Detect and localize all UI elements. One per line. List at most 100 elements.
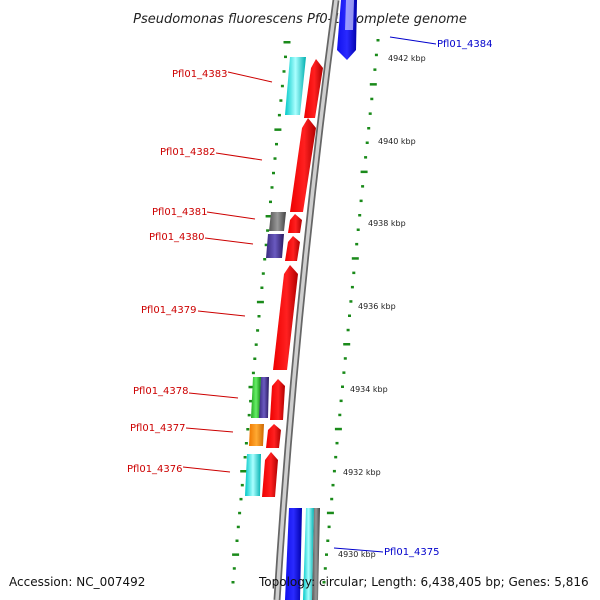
- orange-gene[interactable]: [249, 424, 264, 446]
- gene-arrow[interactable]: [285, 508, 302, 600]
- scale-minor-tick: [322, 581, 326, 584]
- gene-arrow[interactable]: [273, 265, 298, 370]
- scale-minor-tick: [359, 199, 363, 203]
- gene-pfl01-4381[interactable]: [269, 212, 302, 233]
- accession-text: Accession: NC_007492: [9, 575, 145, 589]
- scale-minor-tick: [254, 343, 258, 346]
- scale-minor-tick: [238, 511, 242, 515]
- gene-pfl01-4379[interactable]: [273, 265, 298, 370]
- scale-minor-tick: [272, 171, 275, 175]
- inner-scale-dots: [322, 39, 380, 584]
- scale-major-tick: [265, 215, 273, 218]
- tick-label-4938: 4938 kbp: [368, 219, 406, 228]
- gene-label-4378[interactable]: Pfl01_4378: [133, 386, 189, 397]
- scale-major-tick: [232, 553, 240, 556]
- gene-label-4382[interactable]: Pfl01_4382: [160, 147, 216, 158]
- scale-minor-tick: [327, 525, 331, 529]
- scale-minor-tick: [350, 285, 354, 289]
- scale-minor-tick: [367, 127, 371, 130]
- gene-arrow[interactable]: [290, 118, 316, 212]
- scale-minor-tick: [365, 141, 369, 144]
- gene-pfl01-4377[interactable]: [249, 424, 281, 448]
- label-leader-4379: [197, 310, 246, 317]
- scale-minor-tick: [253, 357, 257, 360]
- gene-pfl01-4384[interactable]: [337, 0, 357, 60]
- gene-arrow[interactable]: [262, 452, 278, 497]
- scale-major-tick: [334, 427, 342, 431]
- scale-minor-tick: [257, 315, 261, 318]
- gray-gene[interactable]: [312, 508, 320, 600]
- scale-minor-tick: [373, 68, 377, 71]
- scale-minor-tick: [326, 539, 330, 542]
- scale-minor-tick: [275, 142, 278, 146]
- green-gene[interactable]: [251, 377, 261, 418]
- purple-gene[interactable]: [266, 234, 284, 258]
- scale-minor-tick: [374, 53, 378, 57]
- gene-label-4375[interactable]: Pfl01_4375: [384, 547, 440, 558]
- scale-minor-tick: [339, 399, 343, 403]
- gene-label-4384[interactable]: Pfl01_4384: [437, 39, 493, 50]
- gene-pfl01-4378[interactable]: [251, 377, 285, 420]
- gene-arrow[interactable]: [266, 424, 281, 448]
- gene-pfl01-4383[interactable]: [285, 57, 323, 118]
- scale-minor-tick: [323, 567, 327, 570]
- gene-pfl01-4376[interactable]: [245, 452, 278, 497]
- scale-minor-tick: [256, 329, 260, 332]
- scale-minor-tick: [266, 229, 270, 232]
- scale-minor-tick: [244, 442, 248, 445]
- cyan-gene[interactable]: [285, 57, 306, 115]
- scale-minor-tick: [273, 157, 277, 160]
- cyan-gene[interactable]: [303, 508, 314, 600]
- scale-minor-tick: [260, 286, 264, 289]
- purple-gene[interactable]: [259, 377, 269, 418]
- scale-minor-tick: [348, 314, 351, 317]
- gene-arrow[interactable]: [288, 214, 302, 233]
- tick-label-4930: 4930 kbp: [338, 550, 376, 559]
- scale-minor-tick: [279, 99, 283, 102]
- gene-pfl01-4380[interactable]: [266, 234, 300, 261]
- label-leader-4381: [206, 211, 256, 220]
- scale-minor-tick: [368, 112, 372, 115]
- label-leader-4383: [227, 71, 273, 83]
- scale-major-tick: [343, 343, 351, 346]
- scale-minor-tick: [236, 525, 240, 529]
- tick-label-4936: 4936 kbp: [358, 302, 396, 311]
- genome-backbone: [275, 0, 338, 600]
- gene-label-4383[interactable]: Pfl01_4383: [172, 69, 228, 80]
- scale-major-tick: [248, 385, 256, 389]
- scale-major-tick: [326, 511, 334, 515]
- gene-pfl01-4382[interactable]: [290, 118, 316, 212]
- scale-major-tick: [360, 170, 368, 174]
- scale-minor-tick: [269, 200, 272, 204]
- gene-label-4376[interactable]: Pfl01_4376: [127, 464, 183, 475]
- scale-minor-tick: [325, 553, 328, 556]
- scale-minor-tick: [263, 258, 267, 261]
- gray-gene[interactable]: [269, 212, 286, 231]
- scale-minor-tick: [239, 497, 243, 501]
- scale-major-tick: [274, 128, 282, 131]
- gene-label-4377[interactable]: Pfl01_4377: [130, 423, 186, 434]
- scale-minor-tick: [355, 242, 359, 246]
- scale-minor-tick: [364, 156, 368, 159]
- tick-label-4942: 4942 kbp: [388, 54, 426, 63]
- scale-minor-tick: [332, 469, 336, 473]
- scale-major-tick: [351, 257, 359, 260]
- gene-arrow[interactable]: [304, 59, 323, 118]
- scale-minor-tick: [370, 97, 374, 101]
- gene-highlight: [345, 0, 354, 30]
- cyan-gene[interactable]: [245, 454, 261, 496]
- gene-arrow[interactable]: [285, 236, 300, 261]
- gene-arrow[interactable]: [270, 379, 285, 420]
- tick-label-4940: 4940 kbp: [378, 137, 416, 146]
- scale-major-tick: [256, 300, 264, 304]
- scale-minor-tick: [349, 300, 353, 303]
- scale-minor-tick: [251, 371, 255, 375]
- tick-label-4932: 4932 kbp: [343, 468, 381, 477]
- gene-label-4379[interactable]: Pfl01_4379: [141, 305, 197, 316]
- gene-label-4381[interactable]: Pfl01_4381: [152, 207, 208, 218]
- label-leader-4376: [182, 466, 231, 473]
- gene-pfl01-4375[interactable]: [285, 508, 320, 600]
- scale-minor-tick: [331, 483, 335, 487]
- gene-label-4380[interactable]: Pfl01_4380: [149, 232, 205, 243]
